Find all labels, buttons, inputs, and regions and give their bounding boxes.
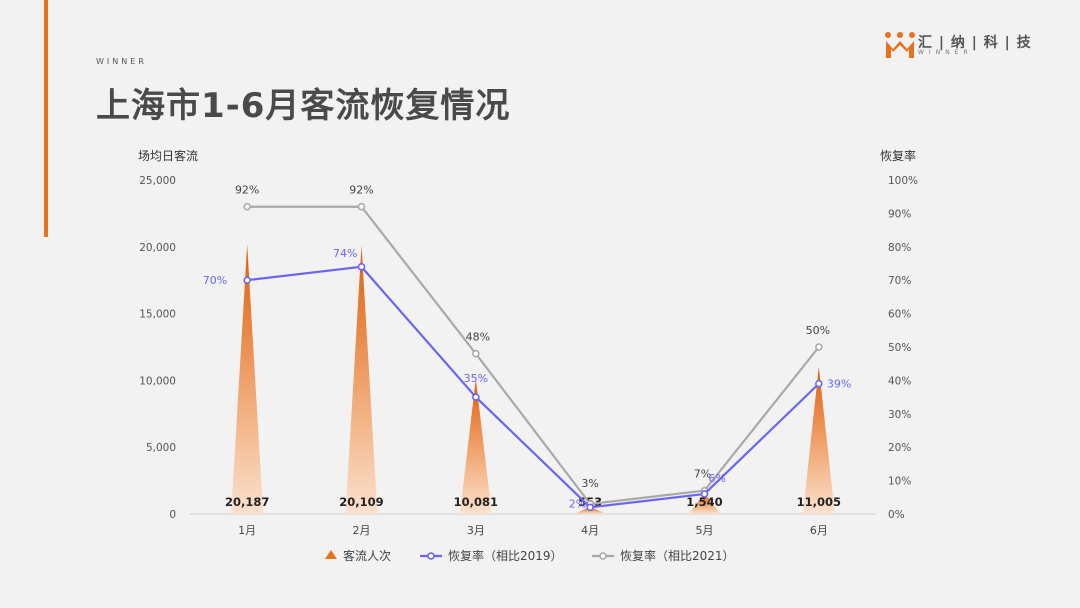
y-left-tick-label: 25,000	[139, 175, 176, 187]
bar-cone	[688, 493, 721, 514]
x-tick-label: 1月	[238, 524, 256, 537]
x-tick-label: 4月	[581, 524, 599, 537]
series-data-label: 7%	[694, 468, 711, 481]
y-right-tick-label: 50%	[888, 342, 911, 354]
series-point	[243, 202, 251, 211]
y-left-axis-title: 场均日客流	[138, 148, 198, 163]
y-right-tick-label: 10%	[888, 476, 911, 488]
y-right-axis-title: 恢复率	[880, 148, 916, 163]
series-data-label: 2%	[569, 497, 586, 510]
series-point	[472, 349, 480, 358]
series-point	[815, 343, 823, 351]
brand-logo: 汇 | 纳 | 科 | 技 WINNER	[884, 30, 1034, 60]
series-data-label: 35%	[464, 372, 488, 385]
y-left-tick-label: 10,000	[139, 375, 176, 387]
bar-data-label: 11,005	[797, 495, 841, 509]
series-data-label: 92%	[235, 184, 259, 197]
legend-bar-label: 客流人次	[343, 548, 391, 563]
legend-bar-marker	[325, 550, 337, 559]
series-line	[247, 205, 820, 506]
series-data-label: 74%	[333, 247, 357, 260]
page-title: 上海市1-6月客流恢复情况	[96, 86, 511, 126]
y-right-tick-label: 80%	[888, 242, 911, 254]
x-tick-label: 3月	[467, 524, 485, 537]
bar-data-label: 10,081	[454, 495, 498, 509]
series-point	[700, 490, 709, 498]
y-right-tick-label: 20%	[888, 442, 911, 454]
series-point	[472, 393, 480, 401]
legend-series-label: 恢复率（相比2021）	[620, 548, 735, 563]
legend-point-marker	[599, 552, 607, 560]
legend-point-marker	[427, 552, 435, 560]
series-data-label: 70%	[203, 274, 227, 287]
brand-mark-icon	[885, 32, 915, 58]
y-right-tick-label: 90%	[888, 208, 911, 220]
page-subtitle: WINNER	[96, 57, 147, 66]
x-tick-label: 6月	[810, 524, 828, 537]
series-point	[243, 276, 251, 285]
bar-cone	[345, 245, 378, 515]
x-tick-label: 5月	[696, 524, 714, 537]
bar-data-label: 1,540	[686, 495, 722, 509]
y-right-tick-label: 0%	[888, 509, 905, 521]
y-left-tick-label: 20,000	[139, 242, 176, 254]
brand-tagline: WINNER	[918, 49, 973, 56]
y-right-tick-label: 30%	[888, 409, 911, 421]
series-data-label: 3%	[581, 477, 598, 490]
series-point	[357, 202, 366, 211]
accent-bar	[44, 0, 48, 237]
y-left-tick-label: 5,000	[146, 442, 176, 454]
y-right-tick-label: 70%	[888, 275, 911, 287]
series-data-label: 39%	[827, 378, 851, 391]
series-data-label: 50%	[806, 324, 830, 337]
series-data-label: 92%	[349, 184, 373, 197]
y-right-tick-label: 60%	[888, 309, 911, 321]
bar-data-label: 20,109	[339, 495, 383, 509]
series-point	[815, 379, 823, 388]
series-line	[247, 265, 820, 509]
bar-data-label: 20,187	[225, 495, 269, 509]
bar-cone	[231, 244, 264, 514]
y-left-tick-label: 0	[169, 509, 176, 521]
series-data-label: 6%	[709, 472, 726, 485]
series-point	[357, 263, 366, 271]
legend-series-label: 恢复率（相比2019）	[448, 548, 563, 563]
bar-cone	[802, 366, 835, 514]
series-point	[586, 503, 594, 512]
y-right-tick-label: 100%	[888, 175, 918, 187]
bar-cone	[459, 379, 492, 514]
series-data-label: 48%	[466, 331, 490, 344]
y-right-tick-label: 40%	[888, 375, 911, 387]
x-tick-label: 2月	[353, 524, 371, 537]
y-left-tick-label: 15,000	[139, 309, 176, 321]
brand-name: 汇 | 纳 | 科 | 技	[918, 35, 1032, 51]
